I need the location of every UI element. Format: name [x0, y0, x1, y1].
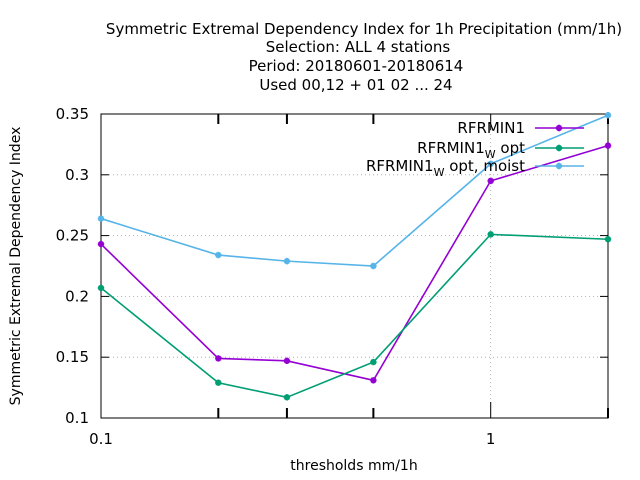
legend-marker: [555, 162, 563, 170]
y-tick-label: 0.15: [56, 348, 89, 366]
axis-ticks: [100, 113, 609, 419]
title-line-3: Period: 20180601-20180614: [249, 57, 464, 75]
plot-border: [100, 113, 609, 419]
series-2: [97, 231, 612, 401]
data-point: [604, 236, 612, 243]
legend-entry-3: RFRMIN1W opt, moist: [366, 157, 584, 179]
series-line: [100, 233, 609, 399]
x-tick-label: 0.1: [89, 430, 113, 448]
series-line: [100, 144, 609, 382]
series-1: [97, 142, 612, 384]
legend-label: RFRMIN1W opt, moist: [366, 157, 525, 179]
data-point: [370, 358, 377, 366]
data-point: [487, 160, 494, 168]
y-tick-label: 0.1: [65, 409, 89, 427]
legend-marker: [555, 144, 563, 152]
y-tick-label: 0.3: [65, 166, 89, 184]
data-point: [370, 262, 377, 270]
data-point: [97, 284, 105, 292]
data-point: [487, 231, 494, 238]
chart-title: Symmetric Extremal Dependency Index for …: [106, 20, 622, 94]
legend-entry-2: RFRMIN1W opt: [417, 139, 584, 161]
y-tick-label: 0.25: [56, 227, 89, 245]
title-line-1: Symmetric Extremal Dependency Index for …: [106, 20, 622, 38]
data-point: [283, 257, 291, 265]
series-group: [97, 112, 612, 401]
data-point: [604, 142, 612, 149]
legend-label: RFRMIN1: [457, 119, 525, 137]
data-point: [97, 240, 105, 248]
data-point: [215, 355, 222, 362]
series-3: [97, 112, 612, 270]
data-point: [215, 251, 222, 259]
legend-marker: [555, 124, 563, 132]
x-axis-label: thresholds mm/1h: [290, 458, 417, 474]
legend-label: RFRMIN1W opt: [417, 139, 525, 161]
series-line: [100, 114, 609, 267]
data-point: [283, 357, 291, 365]
y-tick-label: 0.2: [65, 287, 89, 305]
data-point: [604, 112, 612, 119]
data-point: [97, 215, 105, 222]
y-tick-label: 0.35: [56, 105, 89, 123]
y-axis-label: Symmetric Extremal Dependency Index: [8, 127, 24, 406]
tick-labels: 0.1 0.15 0.2 0.25 0.3 0.35 0.1 1: [56, 105, 496, 448]
title-line-2: Selection: ALL 4 stations: [266, 38, 451, 56]
grid: [101, 114, 608, 418]
data-point: [487, 177, 494, 185]
title-line-4: Used 00,12 + 01 02 ... 24: [259, 76, 452, 94]
data-point: [370, 377, 377, 384]
legend-entry-1: RFRMIN1: [457, 119, 584, 137]
data-point: [215, 379, 222, 386]
data-point: [283, 394, 291, 401]
x-tick-label: 1: [486, 430, 496, 448]
